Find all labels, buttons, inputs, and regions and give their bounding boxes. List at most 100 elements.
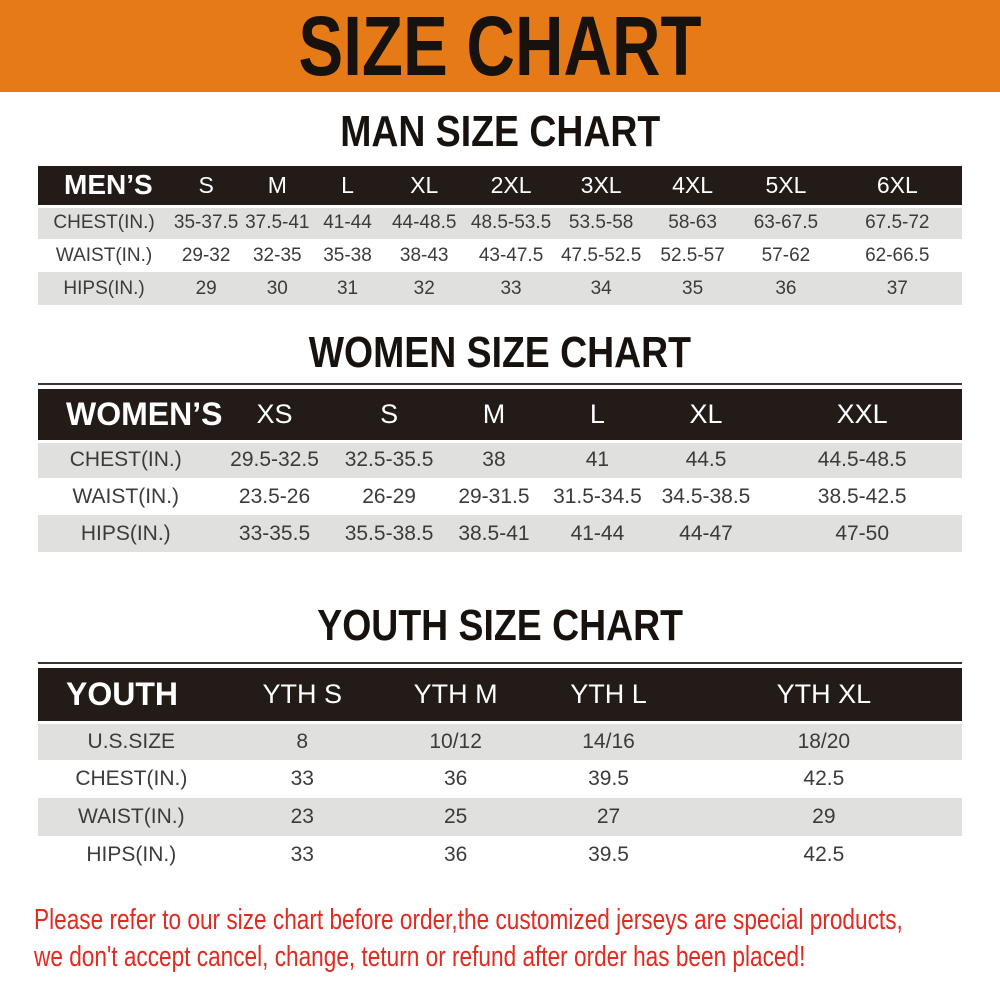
size-value-cell: 48.5-53.5	[465, 204, 557, 239]
table-title-cell: YOUTH	[66, 675, 178, 712]
size-value-cell: 38.5-41	[458, 521, 530, 545]
row-label: WAIST(IN.)	[78, 805, 185, 828]
youth-size-chart-heading-text: YOUTH SIZE CHART	[317, 601, 683, 650]
table-header-row: WOMEN’S XS S M L XL XXL	[38, 389, 962, 441]
size-value-cell: 23.5-26	[238, 484, 311, 508]
youth-size-chart-heading: YOUTH SIZE CHART	[0, 604, 1000, 648]
row-label: HIPS(IN.)	[86, 843, 177, 866]
size-column-header: 3XL	[580, 171, 622, 198]
size-value-cell: 29.5-32.5	[213, 439, 336, 478]
table-row: CHEST(IN.) 35-37.5 37.5-41 41-44 44-48.5 48.5…	[38, 204, 962, 239]
youth-size-table-wrap: YOUTH YTH S YTH M YTH L YTH XL U.S.SIZE 8 10/12…	[38, 662, 962, 874]
size-value-cell: 14/16	[531, 720, 686, 760]
man-size-chart-heading-text: MAN SIZE CHART	[340, 107, 660, 156]
table-row: HIPS(IN.) 33 36 39.5 42.5	[38, 836, 962, 874]
size-value-cell: 47.5-52.5	[560, 244, 642, 266]
men-size-table-wrap: MEN’S S M L XL 2XL 3XL 4XL 5XL 6XL CHEST(IN.) 35-37…	[38, 166, 962, 305]
size-column-header: YTH M	[413, 678, 498, 709]
size-column-header: XL	[410, 171, 439, 198]
size-value-cell: 29-32	[181, 244, 231, 266]
size-value-cell: 32	[413, 277, 435, 299]
table-row: HIPS(IN.) 29 30 31 32 33 34 35 36 37	[38, 272, 962, 305]
table-row: CHEST(IN.) 29.5-32.5 32.5-35.5 38 41 44.5 44.5…	[38, 439, 962, 478]
row-label: WAIST(IN.)	[55, 244, 153, 266]
men-size-table: MEN’S S M L XL 2XL 3XL 4XL 5XL 6XL CHEST(IN.) 35-37…	[38, 166, 962, 305]
size-value-cell: 18/20	[685, 720, 962, 760]
size-value-cell: 53.5-58	[556, 204, 646, 239]
size-value-cell: 33	[290, 767, 314, 790]
size-column-header: 5XL	[765, 171, 807, 198]
women-size-chart-heading-text: WOMEN SIZE CHART	[308, 328, 692, 377]
size-value-cell: 42.5	[803, 843, 845, 866]
size-value-cell: 36	[443, 843, 468, 866]
size-column-header: YTH S	[262, 678, 342, 709]
size-value-cell: 38	[442, 439, 546, 478]
size-value-cell: 27	[596, 805, 621, 828]
size-value-cell: 33	[500, 277, 522, 299]
size-value-cell: 34.5-38.5	[661, 484, 751, 508]
size-value-cell: 43-47.5	[478, 244, 544, 266]
size-column-header: L	[341, 171, 354, 198]
size-value-cell: 52.5-57	[660, 244, 725, 266]
table-row: U.S.SIZE 8 10/12 14/16 18/20	[38, 720, 962, 760]
size-column-header: 2XL	[490, 171, 532, 198]
table-row: WAIST(IN.) 23.5-26 26-29 29-31.5 31.5-34.5 34…	[38, 478, 962, 515]
size-value-cell: 44-47	[679, 521, 733, 545]
disclaimer-line-2: we don't accept cancel, change, teturn o…	[34, 941, 806, 973]
table-title-cell: MEN’S	[64, 169, 153, 201]
size-value-cell: 34	[590, 277, 612, 299]
size-value-cell: 35.5-38.5	[344, 521, 434, 545]
row-label: CHEST(IN.)	[38, 439, 214, 478]
size-value-cell: 67.5-72	[832, 204, 962, 239]
size-value-cell: 30	[266, 277, 288, 299]
size-value-cell: 31	[336, 277, 359, 299]
row-label: U.S.SIZE	[38, 720, 225, 760]
size-column-header: XXL	[836, 398, 888, 429]
size-value-cell: 10/12	[379, 720, 532, 760]
size-value-cell: 39.5	[588, 843, 629, 866]
table-header-row: MEN’S S M L XL 2XL 3XL 4XL 5XL 6XL	[38, 166, 962, 206]
size-value-cell: 23	[290, 805, 314, 828]
size-value-cell: 39.5	[588, 767, 629, 790]
size-value-cell: 38-43	[399, 244, 449, 266]
size-value-cell: 41-44	[570, 521, 625, 545]
size-column-header: L	[589, 398, 605, 429]
size-value-cell: 62-66.5	[865, 244, 930, 266]
size-value-cell: 32.5-35.5	[335, 439, 443, 478]
size-value-cell: 8	[224, 720, 380, 760]
size-value-cell: 25	[443, 805, 468, 828]
size-column-header: 4XL	[672, 171, 714, 198]
size-value-cell: 29	[812, 805, 836, 828]
size-column-header: M	[267, 171, 287, 198]
size-value-cell: 44-48.5	[382, 204, 466, 239]
youth-size-table: YOUTH YTH S YTH M YTH L YTH XL U.S.SIZE 8 10/12…	[38, 668, 962, 874]
size-value-cell: 33-35.5	[238, 521, 311, 545]
size-value-cell: 26-29	[362, 484, 416, 508]
table-row: HIPS(IN.) 33-35.5 35.5-38.5 38.5-41 41-44 44-…	[38, 515, 962, 552]
women-size-table-wrap: WOMEN’S XS S M L XL XXL CHEST(IN.) 29.5-32.5 32.5…	[38, 383, 962, 552]
row-label: HIPS(IN.)	[80, 521, 171, 545]
women-size-chart-heading: WOMEN SIZE CHART	[0, 331, 1000, 375]
size-chart-title: SIZE CHART	[298, 0, 702, 93]
man-size-chart-heading: MAN SIZE CHART	[0, 110, 1000, 154]
size-value-cell: 31.5-34.5	[553, 484, 642, 508]
size-value-cell: 58-63	[645, 204, 740, 239]
size-value-cell: 57-62	[761, 244, 811, 266]
size-value-cell: 37.5-41	[242, 204, 313, 239]
size-value-cell: 29-31.5	[458, 484, 530, 508]
size-value-cell: 35	[682, 277, 704, 299]
size-value-cell: 41-44	[312, 204, 383, 239]
table-row: WAIST(IN.) 29-32 32-35 35-38 38-43 43-47.5 47.…	[38, 239, 962, 272]
table-row: WAIST(IN.) 23 25 27 29	[38, 798, 962, 836]
size-value-cell: 63-67.5	[739, 204, 833, 239]
size-column-header: S	[198, 171, 214, 198]
row-label: CHEST(IN.)	[38, 204, 171, 239]
disclaimer-text: Please refer to our size chart before or…	[34, 902, 1000, 976]
size-column-header: YTH L	[570, 678, 647, 709]
row-label: CHEST(IN.)	[75, 767, 188, 790]
size-value-cell: 35-38	[323, 244, 372, 266]
size-value-cell: 29	[195, 277, 217, 299]
size-value-cell: 44.5-48.5	[762, 439, 962, 478]
row-label: WAIST(IN.)	[72, 484, 180, 508]
size-column-header: YTH XL	[776, 678, 872, 709]
